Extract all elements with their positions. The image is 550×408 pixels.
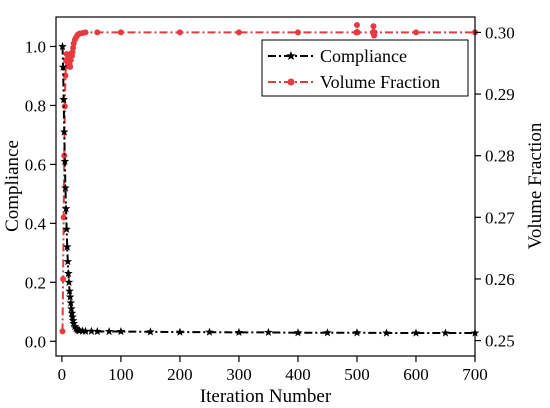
data-point bbox=[62, 224, 71, 233]
data-point bbox=[67, 308, 77, 317]
legend: Compliance Volume Fraction bbox=[261, 39, 469, 97]
data-point bbox=[67, 63, 74, 70]
data-point bbox=[176, 29, 183, 36]
data-point bbox=[323, 328, 332, 337]
data-point bbox=[59, 328, 66, 335]
data-point bbox=[441, 328, 450, 337]
y-right-tick-label: 0.25 bbox=[485, 332, 515, 351]
data-point bbox=[117, 29, 124, 36]
ticks-layer: 0 100 200 300 400 500 600 700 0.0 0.2 0.4 0.6 0.8 1.0… bbox=[25, 23, 516, 384]
y-right-tick-label: 0.27 bbox=[485, 208, 515, 227]
legend-label: Volume Fraction bbox=[320, 72, 440, 92]
plot-frame bbox=[55, 16, 476, 357]
data-point bbox=[82, 29, 89, 36]
data-point bbox=[235, 29, 242, 36]
data-point bbox=[264, 327, 273, 337]
data-point bbox=[58, 62, 68, 71]
data-point bbox=[352, 328, 362, 337]
y-left-tick-label: 0.8 bbox=[25, 96, 46, 115]
data-point bbox=[93, 327, 102, 336]
data-point bbox=[62, 242, 72, 251]
data-point bbox=[87, 326, 96, 335]
x-tick-label: 200 bbox=[167, 365, 193, 384]
y-right-tick-label: 0.26 bbox=[485, 270, 515, 289]
data-point bbox=[70, 322, 80, 331]
data-point bbox=[69, 319, 78, 328]
legend-item: Compliance bbox=[268, 46, 407, 66]
x-tick-label: 700 bbox=[462, 365, 488, 384]
data-point bbox=[294, 29, 301, 36]
data-point bbox=[205, 327, 214, 336]
data-point bbox=[58, 41, 67, 51]
legend-swatch-marker bbox=[286, 51, 296, 61]
data-point bbox=[293, 328, 303, 337]
legend-box bbox=[261, 39, 469, 97]
data-point bbox=[146, 327, 155, 336]
data-point bbox=[62, 72, 69, 79]
data-point bbox=[61, 204, 71, 213]
data-point bbox=[412, 29, 419, 36]
y-axis-right-title: Volume Fraction bbox=[525, 122, 546, 249]
x-tick-label: 100 bbox=[108, 365, 134, 384]
data-point bbox=[234, 327, 244, 337]
data-point bbox=[61, 103, 68, 110]
data-point bbox=[65, 292, 75, 301]
data-point bbox=[61, 152, 68, 159]
data-point bbox=[71, 324, 81, 333]
data-point bbox=[64, 277, 74, 286]
data-point bbox=[104, 327, 114, 336]
data-point bbox=[66, 298, 76, 307]
y-left-tick-label: 0.2 bbox=[25, 273, 46, 292]
data-point bbox=[61, 183, 70, 192]
y-left-tick-label: 0.6 bbox=[25, 155, 46, 174]
x-tick-label: 300 bbox=[226, 365, 252, 384]
x-axis-title: Iteration Number bbox=[200, 386, 332, 407]
data-point bbox=[94, 29, 101, 36]
y-right-tick-label: 0.28 bbox=[485, 147, 515, 166]
legend-item: Volume Fraction bbox=[268, 72, 440, 92]
data-point bbox=[63, 257, 73, 266]
data-point bbox=[354, 29, 361, 36]
x-tick-label: 400 bbox=[285, 365, 311, 384]
data-point bbox=[382, 328, 391, 337]
y-axis-left-title: Compliance bbox=[2, 140, 23, 232]
legend-label: Compliance bbox=[320, 46, 407, 66]
y-left-tick-label: 0.0 bbox=[25, 332, 46, 351]
data-point bbox=[116, 327, 126, 336]
data-point bbox=[60, 156, 70, 166]
data-point bbox=[68, 312, 77, 321]
data-point bbox=[60, 275, 67, 282]
data-point bbox=[81, 326, 90, 335]
data-point bbox=[353, 22, 360, 29]
data-point bbox=[175, 327, 185, 336]
y-left-tick-label: 0.4 bbox=[25, 214, 47, 233]
data-point bbox=[59, 127, 69, 136]
data-point bbox=[370, 23, 377, 30]
data-point bbox=[59, 95, 68, 104]
x-tick-label: 500 bbox=[344, 365, 370, 384]
data-point bbox=[68, 316, 78, 325]
data-point bbox=[65, 286, 74, 295]
legend-swatch-marker bbox=[287, 78, 295, 86]
y-left-tick-label: 1.0 bbox=[25, 37, 46, 56]
y-right-tick-label: 0.29 bbox=[485, 85, 515, 104]
data-point bbox=[371, 29, 378, 36]
y-right-tick-label: 0.30 bbox=[485, 23, 515, 42]
series-volume-fraction bbox=[59, 22, 478, 335]
series-layer bbox=[58, 22, 480, 337]
x-tick-label: 600 bbox=[403, 365, 429, 384]
x-tick-label: 0 bbox=[58, 365, 67, 384]
data-point bbox=[60, 214, 67, 221]
data-point bbox=[64, 268, 73, 278]
data-point bbox=[67, 304, 76, 313]
data-point bbox=[411, 328, 421, 337]
